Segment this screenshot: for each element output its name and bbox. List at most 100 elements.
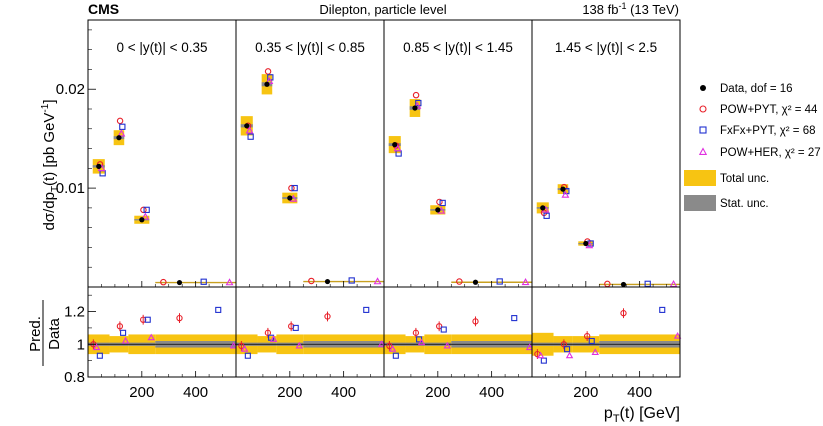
powpyt-point <box>160 278 167 286</box>
fxfx-point <box>415 99 422 107</box>
x-tick-label: 400 <box>479 384 504 401</box>
powpyt-ratio-point <box>584 332 591 340</box>
powpyt-point <box>288 184 295 192</box>
powher-ratio-point <box>565 351 574 359</box>
y-axis-label-ratio-num: Pred. <box>27 316 44 352</box>
fxfx-ratio-point <box>244 352 251 359</box>
powpyt-point <box>456 278 463 285</box>
fxfx-point <box>543 212 550 219</box>
panel-label: 0 < |y(t)| < 0.35 <box>116 40 207 55</box>
powher-ratio-point <box>269 335 278 342</box>
legend-marker-fxfx <box>699 126 707 134</box>
powpyt-point <box>308 277 315 285</box>
powher-point <box>225 278 234 286</box>
data-point <box>116 135 122 141</box>
fxfx-ratio-point <box>588 337 595 345</box>
data-point <box>540 205 546 211</box>
fxfx-ratio-point <box>511 315 518 322</box>
powpyt-point <box>436 198 443 206</box>
powher-point <box>393 144 402 152</box>
panel-label: 0.35 < |y(t)| < 0.85 <box>255 40 365 55</box>
powpyt-point <box>412 91 420 99</box>
powpyt-ratio-point <box>324 313 331 320</box>
powher-ratio-point <box>525 343 534 351</box>
x-tick-label: 200 <box>425 384 450 401</box>
fxfx-ratio-point <box>215 306 222 313</box>
powher-point <box>117 129 126 137</box>
powpyt-point <box>264 68 272 75</box>
legend-marker-powher <box>698 147 708 155</box>
fxfx-ratio-point <box>540 357 547 364</box>
powher-ratio-point <box>591 348 599 356</box>
legend-marker-stat <box>684 195 716 211</box>
powpyt-ratio-point <box>386 342 393 350</box>
lumi-sup: -1 <box>618 1 626 11</box>
data-point <box>560 186 566 192</box>
data-point <box>139 217 145 223</box>
powpyt-point <box>116 117 124 125</box>
lumi-main: 138 fb <box>582 2 618 17</box>
cms-label: CMS <box>88 1 119 17</box>
fxfx-point <box>143 206 150 214</box>
data-point <box>324 278 331 285</box>
legend-label-stat: Stat. unc. <box>720 198 769 210</box>
fxfx-point <box>644 280 651 287</box>
data-point <box>412 105 418 111</box>
legend-marker-total <box>684 170 716 186</box>
fxfx-ratio-point <box>392 352 399 359</box>
fxfx-point <box>439 199 446 207</box>
ratio-y-tick-label: 0.8 <box>64 369 85 386</box>
data-point <box>583 240 589 247</box>
ratio-y-tick-label: 1 <box>77 336 85 353</box>
legend-label-total: Total unc. <box>720 173 769 185</box>
powher-ratio-point <box>443 341 451 349</box>
legend-marker-data <box>700 85 706 91</box>
fxfx-point <box>200 278 207 285</box>
powpyt-ratio-point <box>412 329 420 336</box>
legend-label-powpyt: POW+PYT, χ² = 44 <box>720 104 818 116</box>
powher-ratio-point <box>673 331 682 339</box>
powher-ratio-point <box>295 341 303 349</box>
x-tick-label: 400 <box>331 384 356 401</box>
x-axis-label: pT(t) [GeV] <box>604 405 680 425</box>
data-point <box>472 279 479 285</box>
powpyt-point <box>140 206 147 214</box>
powher-ratio-point <box>121 336 130 344</box>
fxfx-ratio-point <box>440 326 447 333</box>
data-point <box>287 195 293 201</box>
x-tick-label: 200 <box>277 384 302 401</box>
powher-ratio-point <box>377 340 386 347</box>
fxfx-ratio-point <box>144 316 151 323</box>
panel-label: 1.45 < |y(t)| < 2.5 <box>555 40 657 55</box>
powher-ratio-point <box>147 333 155 341</box>
powpyt-ratio-point <box>264 329 272 336</box>
powher-ratio-point <box>92 343 101 351</box>
x-tick-label: 400 <box>183 384 208 401</box>
powher-ratio-point <box>240 345 249 352</box>
legend-marker-powpyt <box>699 105 707 113</box>
powpyt-ratio-point <box>560 341 568 348</box>
lumi-tail: (13 TeV) <box>626 2 679 17</box>
y-axis-label-ratio-den: Data <box>46 318 63 350</box>
fxfx-point <box>291 184 298 192</box>
fxfx-ratio-point <box>363 306 370 313</box>
fxfx-ratio-point <box>659 306 666 313</box>
fxfx-ratio-point <box>96 352 103 359</box>
powher-point <box>141 212 150 220</box>
powpyt-ratio-point <box>176 314 183 322</box>
fxfx-ratio-point <box>564 346 571 353</box>
y-axis-label-top: dσ/dpT(t) [pb GeV-1] <box>40 100 61 231</box>
fxfx-point <box>119 123 126 130</box>
data-point <box>392 142 398 148</box>
legend-label-fxfx: FxFx+PYT, χ² = 68 <box>720 125 816 137</box>
x-tick-label: 200 <box>573 384 598 401</box>
fxfx-point <box>247 133 254 140</box>
powher-ratio-point <box>388 345 397 352</box>
legend-label-powher: POW+HER, χ² = 27 <box>720 147 821 159</box>
fxfx-ratio-point <box>120 329 127 336</box>
fxfx-point <box>496 278 503 285</box>
legend-label-data: Data, dof = 16 <box>720 83 793 95</box>
x-tick-label: 400 <box>627 384 652 401</box>
data-point <box>620 281 627 288</box>
